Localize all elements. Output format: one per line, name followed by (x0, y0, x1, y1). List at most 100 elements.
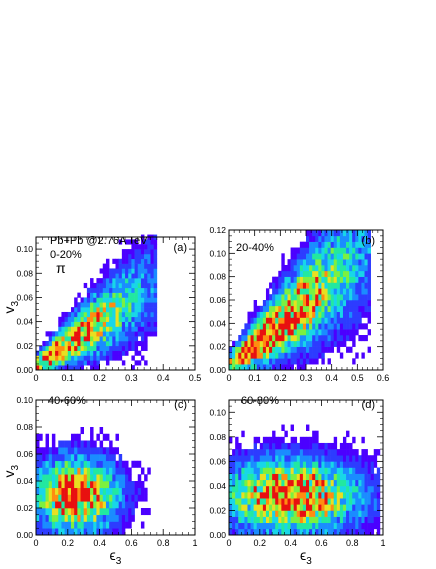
heatmap-cell (83, 508, 88, 516)
heatmap-cell (275, 449, 279, 456)
heatmap-cell (102, 474, 107, 482)
heatmap-cell (349, 305, 353, 312)
heatmap-cell (118, 316, 123, 322)
heatmap-cell (102, 292, 107, 298)
heatmap-cell (125, 253, 129, 260)
x-tick-label: 0 (226, 373, 231, 383)
heatmap-cell (86, 514, 91, 522)
heatmap-cell (121, 340, 126, 347)
heatmap-cell (330, 467, 335, 474)
heatmap-cell (121, 528, 126, 536)
heatmap-cell (312, 485, 316, 493)
heatmap-cell (275, 467, 279, 474)
heatmap-cell (278, 352, 282, 359)
heatmap-cell (109, 494, 113, 502)
heatmap-cell (74, 355, 78, 361)
heatmap-cell (327, 230, 331, 237)
heatmap-cell (125, 249, 129, 255)
heatmap-cell (67, 501, 72, 509)
heatmap-cell (67, 487, 72, 495)
heatmap-cell (349, 516, 353, 524)
heatmap-cell (90, 282, 94, 289)
heatmap-cell (115, 528, 119, 536)
heatmap-cell (125, 263, 129, 269)
heatmap-cell (144, 311, 148, 318)
heatmap-cell (330, 317, 335, 324)
heatmap-cell (45, 350, 50, 356)
heatmap-cell (134, 326, 139, 332)
heatmap-cell (86, 336, 91, 342)
heatmap-cell (153, 311, 158, 318)
heatmap-cell (256, 498, 261, 505)
heatmap-cell (262, 485, 267, 493)
heatmap-cell (241, 461, 245, 468)
heatmap-cell (262, 311, 267, 318)
heatmap-cell (278, 498, 282, 505)
heatmap-cell (96, 454, 100, 462)
heatmap-cell (137, 268, 142, 274)
heatmap-cell (321, 230, 325, 237)
heatmap-cell (67, 508, 72, 516)
heatmap-cell (118, 345, 123, 351)
heatmap-cell (244, 528, 248, 536)
heatmap-cell (349, 455, 353, 462)
heatmap-cell (102, 355, 107, 361)
heatmap-cell (315, 241, 319, 248)
heatmap-cell (102, 501, 107, 509)
heatmap-cell (352, 253, 356, 260)
heatmap-cell (58, 528, 62, 536)
heatmap-cell (86, 287, 91, 293)
heatmap-cell (339, 492, 344, 499)
heatmap-cell (361, 449, 365, 456)
heatmap-cell (373, 510, 378, 517)
heatmap-cell (342, 300, 347, 307)
heatmap-cell (250, 335, 254, 342)
heatmap-cell (262, 516, 267, 524)
heatmap-cell (80, 508, 84, 516)
heatmap-cell (128, 336, 132, 342)
heatmap-cell (327, 358, 331, 365)
heatmap-cell (150, 239, 154, 245)
heatmap-cell (48, 331, 53, 337)
heatmap-cell (309, 276, 313, 283)
heatmap-cell (86, 316, 91, 322)
heatmap-cell (99, 521, 104, 529)
heatmap-cell (376, 522, 381, 530)
heatmap-cell (109, 321, 113, 327)
heatmap-cell (102, 481, 107, 489)
heatmap-cell (361, 461, 365, 468)
heatmap-cell (355, 522, 359, 530)
heatmap-cell (86, 321, 91, 327)
heatmap-cell (330, 455, 335, 462)
heatmap-cell (99, 427, 104, 435)
heatmap-cell (299, 247, 304, 254)
heatmap-cell (293, 461, 298, 468)
heatmap-cell (284, 516, 288, 524)
heatmap-cell (153, 326, 158, 332)
heatmap-cell (349, 461, 353, 468)
x-tick-label: 0.2 (62, 538, 75, 548)
heatmap-cell (352, 340, 356, 347)
heatmap-cell (67, 440, 72, 448)
heatmap-cell (235, 479, 239, 487)
heatmap-cell (278, 317, 282, 324)
heatmap-cell (321, 516, 325, 524)
heatmap-cell (74, 297, 78, 303)
heatmap-cell (80, 521, 84, 529)
heatmap-cell (361, 270, 365, 277)
heatmap-cell (115, 282, 119, 289)
heatmap-cell (361, 522, 365, 530)
heatmap-cell (306, 358, 310, 365)
heatmap-cell (367, 230, 371, 237)
heatmap-cell (241, 528, 245, 536)
heatmap-cell (93, 474, 97, 482)
heatmap-cell (140, 253, 145, 260)
heatmap-cell (102, 307, 107, 313)
heatmap-cell (93, 307, 97, 313)
heatmap-cell (321, 265, 325, 272)
heatmap-cell (309, 528, 313, 536)
heatmap-cell (102, 350, 107, 356)
heatmap-cell (306, 442, 310, 450)
y-tick-label: 0.10 (16, 395, 33, 405)
heatmap-cell (342, 516, 347, 524)
